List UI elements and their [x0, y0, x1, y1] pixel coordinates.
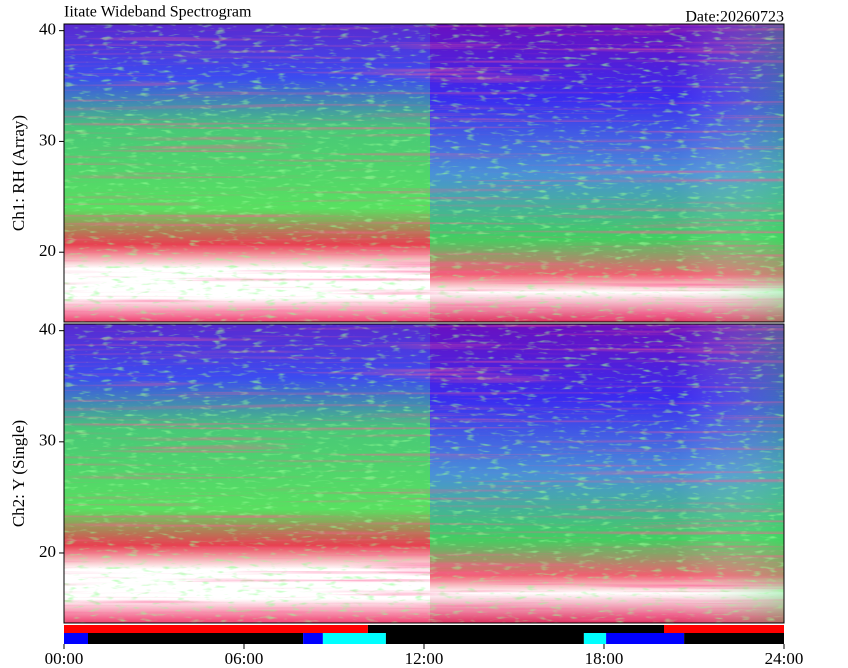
y-tick-label: 40 — [39, 20, 56, 39]
x-tick-label: 18:00 — [585, 649, 624, 668]
spectrogram-panel — [64, 24, 784, 322]
x-tick-label: 00:00 — [45, 649, 84, 668]
x-tick-label: 12:00 — [405, 649, 444, 668]
y-tick-label: 20 — [39, 542, 56, 561]
status-segment — [385, 633, 584, 644]
spectrogram-panel — [64, 324, 784, 623]
date-label: Date:20260723 — [685, 9, 784, 26]
status-segment — [88, 633, 304, 644]
x-tick-label: 06:00 — [225, 649, 264, 668]
status-segment — [303, 633, 323, 644]
panel-frame — [63, 23, 785, 323]
y-axis-label: Ch2: Y (Single) — [9, 420, 28, 527]
y-axis-label: Ch1: RH (Array) — [9, 115, 28, 231]
y-tick-label: 30 — [39, 130, 56, 149]
x-tick-label: 24:00 — [765, 649, 804, 668]
chart-title: Iitate Wideband Spectrogram — [64, 4, 252, 21]
panel-frame — [63, 323, 785, 624]
y-tick-label: 30 — [39, 431, 56, 450]
status-segment — [583, 633, 607, 644]
status-segment — [606, 633, 685, 644]
y-tick-label: 40 — [39, 320, 56, 339]
status-segment — [684, 633, 784, 644]
status-segment — [322, 633, 386, 644]
status-segment — [64, 625, 368, 633]
y-tick-label: 20 — [39, 241, 56, 260]
status-segment — [367, 625, 664, 633]
status-segment — [664, 625, 784, 633]
status-segment — [64, 633, 88, 644]
